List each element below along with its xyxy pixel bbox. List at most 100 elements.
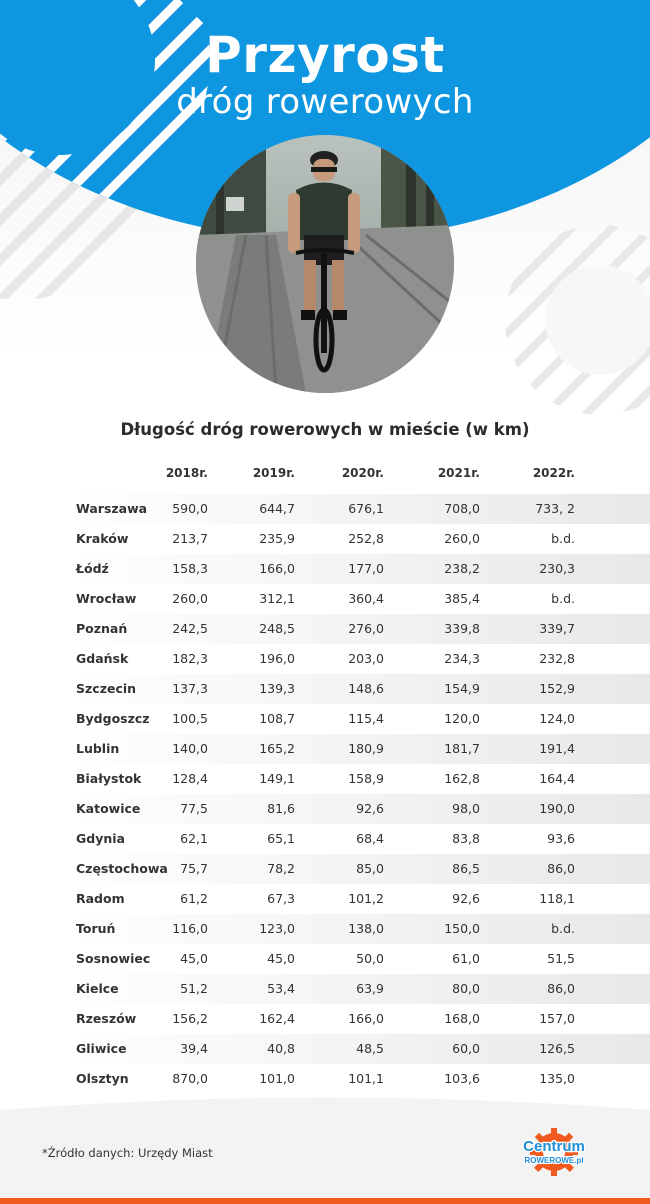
value-cell: 196,0 bbox=[259, 651, 295, 666]
city-name: Warszawa bbox=[76, 501, 148, 516]
value-cell: 45,0 bbox=[180, 951, 208, 966]
city-name: Radom bbox=[76, 891, 125, 906]
value-cell: 60,0 bbox=[452, 1041, 480, 1056]
logo-text-bottom: ROWEROWE.pl bbox=[524, 1156, 583, 1165]
value-cell: 190,0 bbox=[539, 801, 575, 816]
value-cell: 86,0 bbox=[547, 981, 575, 996]
value-cell: 213,7 bbox=[172, 531, 208, 546]
value-cell: 78,2 bbox=[267, 861, 295, 876]
centrum-rowerowe-logo: Centrum ROWEROWE.pl bbox=[514, 1126, 594, 1178]
value-cell: 165,2 bbox=[259, 741, 295, 756]
value-cell: 124,0 bbox=[539, 711, 575, 726]
city-name: Rzeszów bbox=[76, 1011, 137, 1026]
value-cell: 152,9 bbox=[539, 681, 575, 696]
table-header: 2018r. 2019r. 2020r. 2021r. 2022r. bbox=[0, 466, 650, 486]
value-cell: 140,0 bbox=[172, 741, 208, 756]
city-name: Kraków bbox=[76, 531, 129, 546]
value-cell: 260,0 bbox=[172, 591, 208, 606]
value-cell: 40,8 bbox=[267, 1041, 295, 1056]
value-cell: 48,5 bbox=[356, 1041, 384, 1056]
value-cell: 162,4 bbox=[259, 1011, 295, 1026]
value-cell: 61,2 bbox=[180, 891, 208, 906]
value-cell: 83,8 bbox=[452, 831, 480, 846]
column-header: 2018r. bbox=[165, 466, 208, 480]
value-cell: 100,5 bbox=[172, 711, 208, 726]
table-row: Poznań 242,5 248,5 276,0 339,8 339,7 bbox=[0, 614, 650, 644]
table-row: Gdynia 62,1 65,1 68,4 83,8 93,6 bbox=[0, 824, 650, 854]
table-row: Kraków 213,7 235,9 252,8 260,0 b.d. bbox=[0, 524, 650, 554]
value-cell: 158,3 bbox=[172, 561, 208, 576]
value-cell: 92,6 bbox=[452, 891, 480, 906]
table-row: Radom 61,2 67,3 101,2 92,6 118,1 bbox=[0, 884, 650, 914]
value-cell: 39,4 bbox=[180, 1041, 208, 1056]
city-name: Gliwice bbox=[76, 1041, 127, 1056]
table-row: Kielce 51,2 53,4 63,9 80,0 86,0 bbox=[0, 974, 650, 1004]
value-cell: 126,5 bbox=[539, 1041, 575, 1056]
value-cell: 385,4 bbox=[444, 591, 480, 606]
value-cell: 590,0 bbox=[172, 501, 208, 516]
value-cell: 61,0 bbox=[452, 951, 480, 966]
value-cell: 238,2 bbox=[444, 561, 480, 576]
value-cell: 103,6 bbox=[444, 1071, 480, 1086]
value-cell: 135,0 bbox=[539, 1071, 575, 1086]
value-cell: 181,7 bbox=[444, 741, 480, 756]
value-cell: 50,0 bbox=[356, 951, 384, 966]
page-subtitle: dróg rowerowych bbox=[176, 82, 474, 122]
logo-text-top: Centrum bbox=[523, 1138, 585, 1155]
table-title: Długość dróg rowerowych w mieście (w km) bbox=[120, 420, 530, 439]
value-cell: b.d. bbox=[551, 531, 575, 546]
table-body: Warszawa 590,0 644,7 676,1 708,0 733, 2 Kraków… bbox=[0, 494, 650, 1094]
table-row: Gliwice 39,4 40,8 48,5 60,0 126,5 bbox=[0, 1034, 650, 1064]
city-name: Łódź bbox=[76, 561, 109, 576]
table-row: Sosnowiec 45,0 45,0 50,0 61,0 51,5 bbox=[0, 944, 650, 974]
table-row: Białystok 128,4 149,1 158,9 162,8 164,4 bbox=[0, 764, 650, 794]
value-cell: 191,4 bbox=[539, 741, 575, 756]
table-row: Szczecin 137,3 139,3 148,6 154,9 152,9 bbox=[0, 674, 650, 704]
city-name: Wrocław bbox=[76, 591, 137, 606]
value-cell: 180,9 bbox=[348, 741, 384, 756]
city-name: Gdańsk bbox=[76, 651, 129, 666]
table-row: Częstochowa 75,7 78,2 85,0 86,5 86,0 bbox=[0, 854, 650, 884]
value-cell: 149,1 bbox=[259, 771, 295, 786]
value-cell: 68,4 bbox=[356, 831, 384, 846]
value-cell: 92,6 bbox=[356, 801, 384, 816]
value-cell: 81,6 bbox=[267, 801, 295, 816]
value-cell: 158,9 bbox=[348, 771, 384, 786]
value-cell: 164,4 bbox=[539, 771, 575, 786]
city-name: Toruń bbox=[76, 921, 116, 936]
value-cell: 101,2 bbox=[348, 891, 384, 906]
value-cell: 108,7 bbox=[259, 711, 295, 726]
value-cell: 870,0 bbox=[172, 1071, 208, 1086]
value-cell: 115,4 bbox=[348, 711, 384, 726]
value-cell: 312,1 bbox=[259, 591, 295, 606]
column-header: 2022r. bbox=[532, 466, 575, 480]
city-name: Katowice bbox=[76, 801, 141, 816]
value-cell: 156,2 bbox=[172, 1011, 208, 1026]
table-row: Katowice 77,5 81,6 92,6 98,0 190,0 bbox=[0, 794, 650, 824]
value-cell: 120,0 bbox=[444, 711, 480, 726]
value-cell: 676,1 bbox=[348, 501, 384, 516]
value-cell: 138,0 bbox=[348, 921, 384, 936]
value-cell: 86,5 bbox=[452, 861, 480, 876]
value-cell: b.d. bbox=[551, 921, 575, 936]
page-title: Przyrost bbox=[205, 26, 445, 84]
column-header: 2020r. bbox=[341, 466, 384, 480]
value-cell: 177,0 bbox=[348, 561, 384, 576]
value-cell: 67,3 bbox=[267, 891, 295, 906]
value-cell: 137,3 bbox=[172, 681, 208, 696]
value-cell: 63,9 bbox=[356, 981, 384, 996]
value-cell: 242,5 bbox=[172, 621, 208, 636]
value-cell: 93,6 bbox=[547, 831, 575, 846]
value-cell: 230,3 bbox=[539, 561, 575, 576]
value-cell: 116,0 bbox=[172, 921, 208, 936]
city-name: Lublin bbox=[76, 741, 120, 756]
value-cell: 182,3 bbox=[172, 651, 208, 666]
value-cell: 708,0 bbox=[444, 501, 480, 516]
column-header: 2021r. bbox=[437, 466, 480, 480]
source-note: *Źródło danych: Urzędy Miast bbox=[42, 1146, 213, 1160]
value-cell: 101,1 bbox=[348, 1071, 384, 1086]
value-cell: 123,0 bbox=[259, 921, 295, 936]
value-cell: 157,0 bbox=[539, 1011, 575, 1026]
value-cell: 65,1 bbox=[267, 831, 295, 846]
